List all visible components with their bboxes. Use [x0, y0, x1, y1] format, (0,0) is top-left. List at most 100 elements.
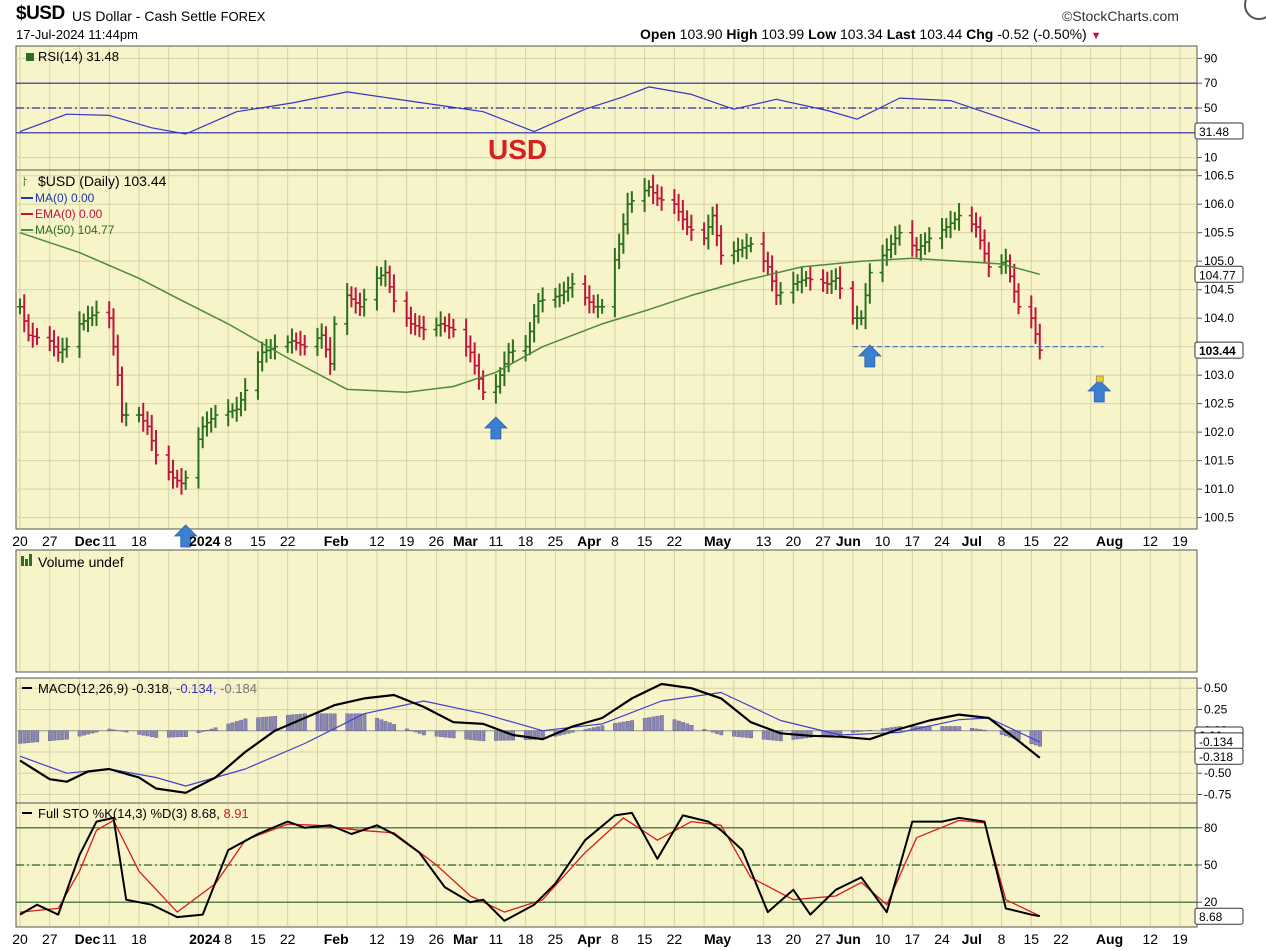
macd-legend-hist: -0.184 — [220, 681, 257, 696]
macd-panel-background — [15, 677, 1198, 804]
histogram-bar — [175, 730, 180, 738]
x-tick-label-bottom: 11 — [489, 931, 504, 947]
x-tick-label-top: 2024 — [189, 533, 220, 549]
y-tick-label: 0.25 — [1204, 702, 1228, 716]
high-value: 103.99 — [761, 26, 805, 42]
histogram-bar — [273, 716, 278, 731]
histogram-bar — [596, 726, 600, 731]
histogram-bar — [685, 723, 690, 731]
volume-legend-icon — [25, 559, 28, 566]
description-text: US Dollar - Cash Settle — [72, 8, 217, 24]
x-tick-label-bottom: 15 — [250, 931, 266, 947]
x-tick-label-bottom: 27 — [42, 931, 58, 947]
histogram-bar — [48, 730, 52, 741]
histogram-bar — [86, 730, 91, 735]
x-tick-label-bottom: 22 — [1053, 931, 1069, 947]
histogram-bar — [82, 730, 86, 736]
x-tick-label-top: 15 — [1023, 533, 1039, 549]
x-tick-label-top: Feb — [324, 533, 349, 549]
yellow-marker-icon — [1095, 375, 1104, 383]
x-tick-label-bottom: 12 — [1142, 931, 1158, 947]
histogram-bar — [715, 730, 719, 734]
histogram-bar — [566, 730, 571, 734]
y-tick-label: 70 — [1204, 76, 1218, 90]
histogram-bar — [910, 726, 915, 731]
histogram-bar — [889, 727, 894, 731]
ma0-legend: MA(0) 0.00 — [35, 191, 95, 205]
histogram-bar — [184, 730, 188, 737]
histogram-bar — [52, 730, 57, 741]
x-tick-label-top: May — [704, 533, 731, 549]
x-tick-label-top: 11 — [489, 533, 504, 549]
histogram-bar — [443, 730, 448, 738]
vol-panel-background — [15, 549, 1198, 673]
x-tick-label-top: 22 — [1053, 533, 1069, 549]
histogram-bar — [226, 723, 231, 731]
histogram-bar — [481, 730, 486, 742]
x-tick-label-top: 20 — [786, 533, 802, 549]
y-tick-label: -0.75 — [1204, 787, 1232, 801]
histogram-bar — [404, 728, 409, 731]
y-tick-label: 50 — [1204, 101, 1218, 115]
histogram-bar — [285, 714, 290, 731]
histogram-bar — [838, 730, 843, 735]
sto-value-tag-box — [1194, 907, 1244, 925]
histogram-bar — [209, 728, 214, 731]
x-tick-label-bottom: 12 — [369, 931, 385, 947]
histogram-bar — [778, 730, 783, 742]
histogram-bar — [953, 726, 957, 731]
histogram-bar — [383, 721, 388, 731]
histogram-bar — [591, 727, 596, 731]
histogram-bar — [137, 730, 142, 735]
x-tick-label-top: 8 — [611, 533, 619, 549]
histogram-bar — [141, 730, 146, 736]
histogram-bar — [655, 715, 660, 731]
macd-legend-main: MACD(12,26,9) -0.318, — [38, 681, 176, 696]
histogram-bar — [477, 730, 482, 741]
histogram-bar — [528, 730, 532, 740]
y-tick-label: 104.5 — [1204, 283, 1234, 297]
histogram-bar — [60, 730, 65, 740]
histogram-bar — [732, 730, 736, 737]
sto-value-tag: 8.68 — [1199, 910, 1223, 924]
histogram-bar — [761, 730, 766, 740]
macd-value-tag: -0.318 — [1199, 750, 1233, 764]
histogram-bar — [124, 730, 129, 733]
x-tick-label-top: 18 — [518, 533, 534, 549]
volume-legend: Volume undef — [38, 554, 124, 570]
histogram-bar — [702, 729, 707, 731]
x-tick-label-top: 20 — [12, 533, 28, 549]
histogram-bar — [583, 729, 588, 731]
y-tick-label: -0.50 — [1204, 766, 1232, 780]
histogram-bar — [855, 730, 860, 733]
histogram-bar — [957, 726, 962, 731]
rsi-line — [19, 86, 1040, 135]
y-tick-label: 50 — [1204, 858, 1218, 872]
x-tick-label-bottom: Mar — [453, 931, 478, 947]
ma50-line — [19, 231, 1040, 393]
last-price-tag-box — [1194, 341, 1244, 359]
y-tick-label: 103.0 — [1204, 368, 1234, 382]
price-bars — [17, 174, 1043, 495]
histogram-bar — [676, 720, 681, 731]
close-icon[interactable] — [1244, 0, 1266, 20]
histogram-bar — [421, 730, 426, 736]
x-tick-label-bottom: Jul — [962, 931, 982, 947]
histogram-bar — [167, 730, 171, 738]
macd-legend: MACD(12,26,9) -0.318, -0.134, -0.184 — [38, 681, 257, 696]
chg-value: -0.52 (-0.50%) — [997, 26, 1087, 42]
x-tick-label-bottom: 19 — [1172, 931, 1188, 947]
x-tick-label-top: 24 — [934, 533, 950, 549]
histogram-bar — [213, 727, 218, 731]
y-tick-label: 101.0 — [1204, 482, 1234, 496]
histogram-bar — [438, 730, 443, 737]
sto-k-line — [19, 811, 1040, 922]
histogram-bar — [672, 719, 677, 731]
x-tick-label-bottom: 11 — [102, 931, 117, 947]
stockcharts-watermark: ©StockCharts.com — [1062, 8, 1179, 24]
histogram-bar — [154, 730, 159, 738]
histogram-bar — [392, 724, 397, 731]
histogram-bar — [880, 728, 885, 731]
x-tick-label-top: 15 — [637, 533, 653, 549]
y-tick-label: 101.5 — [1204, 454, 1234, 468]
